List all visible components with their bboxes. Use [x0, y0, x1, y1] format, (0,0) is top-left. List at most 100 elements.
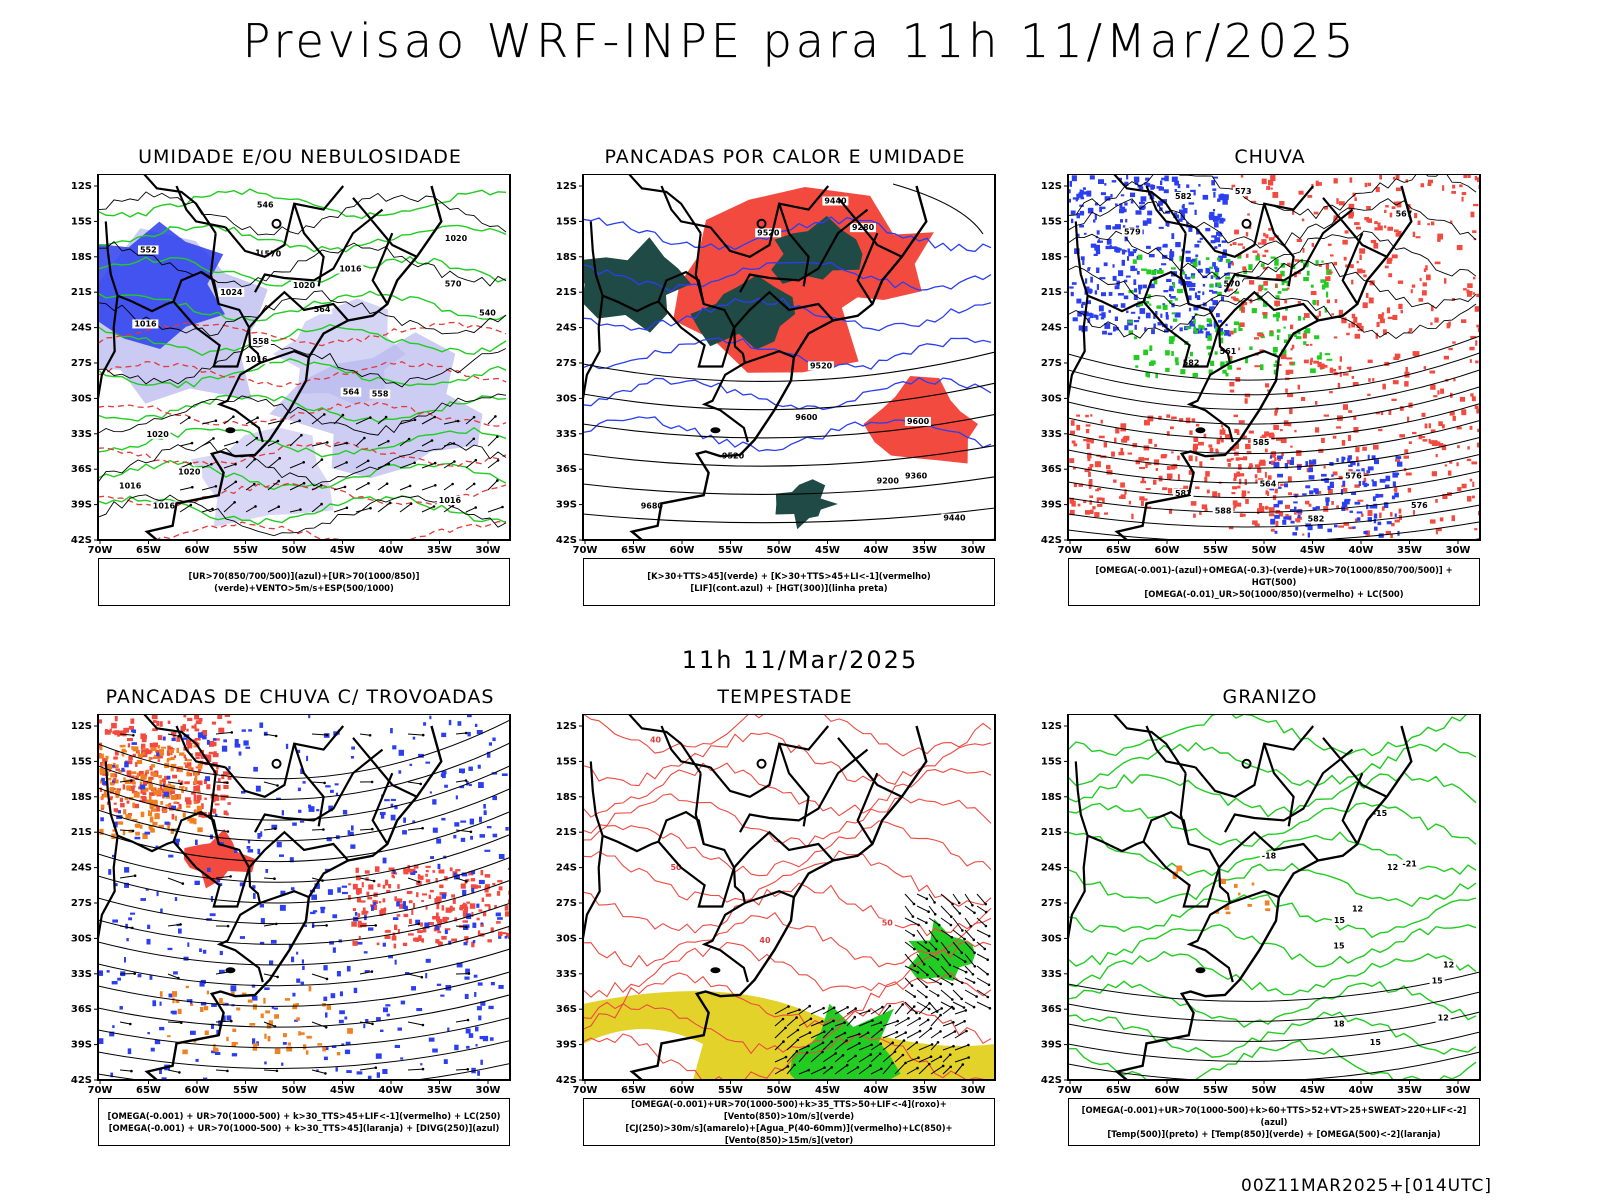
divergence-marker	[326, 837, 332, 842]
contour-label-bg	[436, 496, 463, 506]
political-border	[224, 725, 345, 798]
omega-strong-area	[1206, 345, 1212, 350]
contour-label-bg	[941, 513, 968, 523]
lon-tick-label: 65W	[621, 545, 646, 556]
wind-vector	[928, 929, 938, 942]
divergence-marker	[397, 1027, 402, 1031]
lat-tick-label: 24S	[556, 863, 577, 874]
rain-area	[1106, 470, 1113, 475]
rain-area	[1284, 300, 1288, 304]
divergence-marker	[338, 1019, 344, 1024]
wind-vector	[822, 1066, 833, 1075]
wind-vector-head	[984, 902, 987, 906]
rain-area	[1477, 327, 1480, 333]
divergence-marker	[477, 764, 481, 769]
rain-area	[1334, 299, 1338, 303]
wind-vector	[289, 509, 301, 513]
divergence-marker	[339, 1010, 345, 1015]
divergence-marker	[301, 959, 304, 964]
divergence-marker	[209, 913, 216, 917]
divergence-marker	[199, 981, 205, 987]
divergence-marker	[490, 982, 495, 986]
wind-vector	[940, 989, 953, 1000]
omega-area	[1367, 517, 1372, 522]
omega-area	[1373, 519, 1377, 524]
storm-area	[484, 874, 491, 878]
omega-area	[1383, 502, 1389, 508]
rain-area	[1089, 500, 1092, 505]
storm-weak-area	[336, 1052, 341, 1056]
wind-vector	[904, 1001, 917, 1014]
political-border	[628, 174, 702, 234]
omega-area	[1123, 279, 1128, 283]
streamline-arrow	[359, 924, 376, 927]
omega-area	[1125, 218, 1128, 223]
wind-vector-head	[936, 994, 940, 997]
omega-area	[1144, 327, 1147, 332]
divergence-marker	[388, 955, 393, 959]
rain-area	[1310, 291, 1317, 296]
map-frame	[97, 714, 511, 1081]
rain-area	[1391, 206, 1396, 209]
omega-strong-area	[1174, 357, 1179, 363]
lon-tick-label: 50W	[282, 545, 307, 556]
divergence-marker	[323, 996, 328, 1002]
storm-weak-area	[122, 830, 126, 836]
wind-vector-head	[917, 1056, 920, 1059]
valid-time-title: 11h 11/Mar/2025	[681, 646, 919, 674]
storm-area	[507, 867, 510, 870]
omega-marker	[1225, 911, 1231, 915]
storm-area	[396, 914, 401, 917]
lon-tick-label: 60W	[1155, 545, 1180, 556]
rain-area	[1363, 477, 1367, 483]
storm-area	[157, 759, 161, 762]
omega-area	[1305, 521, 1312, 528]
omega-area	[1068, 198, 1071, 203]
omega-marker	[1234, 883, 1238, 888]
divergence-marker	[253, 766, 258, 772]
wind-vector-head	[233, 501, 236, 504]
rain-area	[1436, 528, 1442, 532]
storm-weak-area	[149, 816, 154, 823]
omega-strong-area	[1233, 321, 1240, 325]
wind-vector-head	[367, 482, 370, 485]
wind-vector-head	[256, 416, 259, 419]
divergence-marker	[380, 1029, 384, 1032]
divergence-marker	[311, 922, 315, 928]
wind-vector	[952, 965, 967, 973]
divergence-marker	[186, 999, 192, 1003]
storm-weak-area	[117, 821, 124, 825]
lon-tick-label: 30W	[476, 1085, 501, 1096]
storm-area	[114, 750, 119, 756]
rain-area	[1441, 424, 1445, 429]
omega-strong-area	[1147, 294, 1151, 299]
height-contour	[1068, 403, 1480, 440]
rain-area	[1391, 522, 1395, 527]
omega-area	[1094, 202, 1099, 206]
omega-area	[1105, 245, 1111, 250]
wind-vector	[906, 1057, 919, 1063]
storm-area	[140, 788, 144, 794]
omega-area	[1087, 267, 1090, 272]
wind-vector	[786, 1017, 797, 1027]
political-border	[733, 290, 834, 329]
omega-area	[1072, 197, 1078, 200]
storm-area	[413, 937, 416, 942]
streamline-arrow	[167, 877, 183, 885]
rain-area	[1274, 487, 1278, 494]
wind-vector-head	[951, 998, 954, 1001]
rain-area	[1409, 328, 1413, 332]
storm-area	[144, 748, 149, 755]
rain-area	[1118, 451, 1125, 456]
wind-vector-head	[846, 1006, 849, 1009]
storm-area	[221, 773, 225, 780]
omega-strong-area	[1238, 328, 1243, 332]
panel-tempestade: TEMPESTADE 40 50 40 50 12S 15S 18S 21S 24S 27S 30S…	[545, 686, 1025, 1156]
wind-vector	[355, 437, 365, 447]
omega-strong-area	[1274, 258, 1279, 262]
lon-tick-label: 50W	[1252, 1085, 1277, 1096]
political-border	[352, 197, 418, 258]
storm-weak-area	[112, 829, 115, 832]
rain-area	[1424, 423, 1428, 429]
omega-area	[1205, 227, 1211, 232]
